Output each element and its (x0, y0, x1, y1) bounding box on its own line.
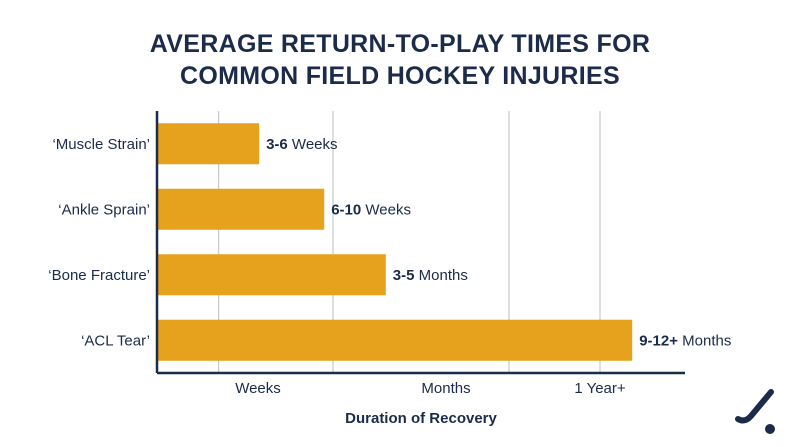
chart-title-line-1: AVERAGE RETURN-TO-PLAY TIMES FOR (150, 30, 650, 58)
bar (157, 123, 260, 165)
category-label: ‘ACL Tear’ (81, 332, 150, 349)
hockey-stick-icon (735, 389, 775, 434)
bars (157, 123, 633, 361)
category-label: ‘Bone Fracture’ (48, 267, 150, 284)
chart-title-line-2: COMMON FIELD HOCKEY INJURIES (180, 62, 620, 90)
x-tick-label: Months (421, 380, 470, 397)
data-label: 3-6 Weeks (266, 136, 337, 153)
axes (155, 111, 685, 375)
x-tick-label: Weeks (235, 380, 281, 397)
bar (157, 188, 325, 230)
x-axis-label: Duration of Recovery (345, 410, 497, 427)
labels: ‘Muscle Strain’ 3-6 Weeks ‘Ankle Sprain’ 6-… (48, 136, 731, 397)
data-label: 6-10 Weeks (331, 201, 411, 218)
bar (157, 319, 633, 361)
data-label: 3-5 Months (393, 267, 468, 284)
data-label: 9-12+ Months (639, 332, 731, 349)
category-label: ‘Ankle Sprain’ (58, 201, 150, 218)
bar (157, 254, 386, 296)
category-label: ‘Muscle Strain’ (52, 136, 150, 153)
x-tick-label: 1 Year+ (574, 380, 626, 397)
